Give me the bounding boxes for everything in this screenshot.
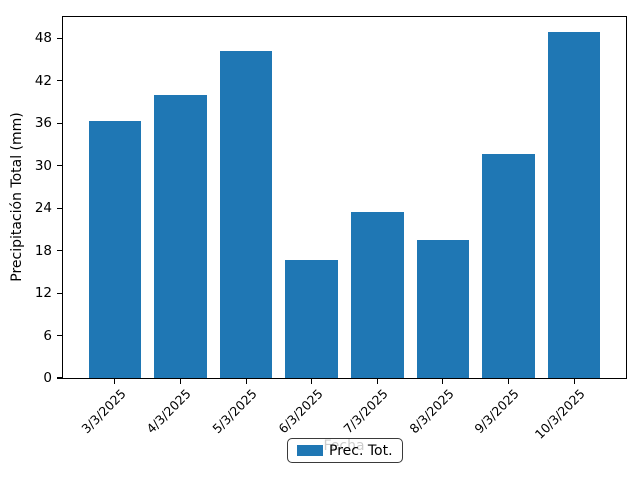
y-tick-label: 30 xyxy=(34,157,52,174)
bar xyxy=(285,259,338,378)
x-tick-label: 9/3/2025 xyxy=(471,386,523,437)
x-tick-label: 3/3/2025 xyxy=(78,386,129,437)
x-tick-label: 4/3/2025 xyxy=(143,386,195,437)
y-tick-mark xyxy=(57,377,63,379)
legend: Prec. Tot. xyxy=(287,438,403,463)
y-tick-label: 36 xyxy=(34,115,52,132)
bar xyxy=(219,51,273,378)
y-tick-mark xyxy=(57,334,63,337)
plot-area xyxy=(63,17,626,378)
legend-swatch xyxy=(297,445,323,456)
x-tick-mark xyxy=(179,378,182,384)
x-tick-label: 5/3/2025 xyxy=(209,386,260,437)
y-tick-label: 42 xyxy=(34,72,52,89)
y-tick-label: 48 xyxy=(34,30,52,47)
x-tick-mark xyxy=(114,378,116,384)
x-tick-label: 8/3/2025 xyxy=(406,386,457,437)
y-tick-mark xyxy=(57,80,63,82)
x-tick-mark xyxy=(442,378,444,384)
y-tick-label: 12 xyxy=(34,285,52,302)
y-tick-mark xyxy=(57,250,63,252)
x-tick-label: 6/3/2025 xyxy=(275,386,326,437)
y-tick-label: 18 xyxy=(34,242,52,259)
x-tick-mark xyxy=(376,378,378,384)
legend-label: Prec. Tot. xyxy=(329,442,393,459)
bar xyxy=(547,31,601,378)
x-tick-mark xyxy=(311,378,313,384)
y-tick-mark xyxy=(57,165,63,167)
bar xyxy=(351,211,404,378)
y-tick-label: 0 xyxy=(43,370,52,386)
bar xyxy=(88,121,142,378)
x-tick-mark xyxy=(245,378,247,384)
y-tick-mark xyxy=(57,292,63,294)
bar xyxy=(154,94,207,378)
y-tick-mark xyxy=(57,122,63,124)
y-tick-label: 24 xyxy=(34,200,52,217)
x-tick-mark xyxy=(573,378,575,384)
x-tick-mark xyxy=(507,378,510,384)
x-tick-label: 7/3/2025 xyxy=(340,386,391,437)
y-tick-mark xyxy=(57,207,63,209)
x-tick-label: 10/3/2025 xyxy=(531,386,588,442)
bar xyxy=(416,240,470,378)
y-tick-label: 6 xyxy=(43,327,52,344)
y-axis-label: Precipitación Total (mm) xyxy=(9,112,25,282)
bar xyxy=(482,153,535,378)
y-tick-mark xyxy=(57,37,63,39)
